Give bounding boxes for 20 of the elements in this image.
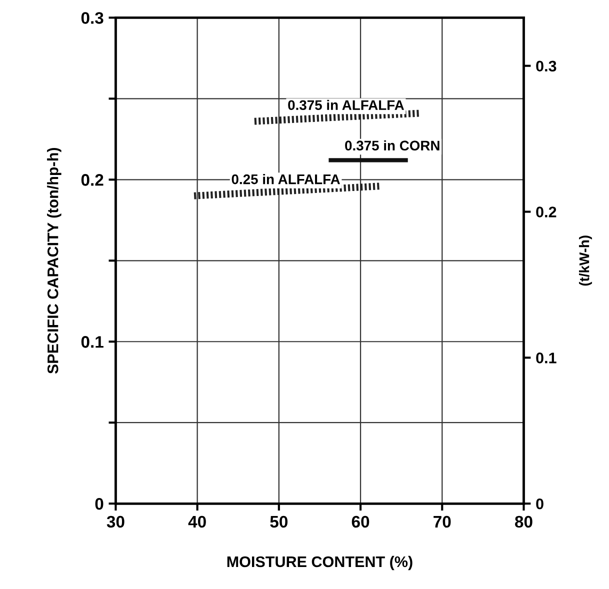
y-tick-label: 0.1 <box>81 336 104 348</box>
y-tick-label: 0.2 <box>81 174 104 186</box>
series-label: 0.25 in ALFALFA <box>232 174 340 184</box>
y2-tick-label: 0.2 <box>536 206 556 218</box>
y-axis-title: SPECIFIC CAPACITY (ton/hp-h) <box>47 148 62 374</box>
x-tick-label: 30 <box>106 516 124 528</box>
y2-tick-label: 0.1 <box>536 352 556 364</box>
series-label: 0.375 in CORN <box>345 140 440 151</box>
series-label: 0.375 in ALFALFA <box>288 100 404 110</box>
x-tick-label: 40 <box>188 516 206 528</box>
y2-axis-title: (t/kW-h) <box>579 236 592 286</box>
x-axis-title: MOISTURE CONTENT (%) <box>227 556 412 570</box>
y2-tick-label: 0.3 <box>536 60 556 72</box>
x-tick-label: 50 <box>270 516 288 528</box>
y2-tick-label: 0 <box>536 498 544 510</box>
x-tick-label: 70 <box>434 516 451 528</box>
x-tick-label: 80 <box>515 516 532 528</box>
x-tick-label: 60 <box>352 516 370 528</box>
y-tick-label: 0.3 <box>81 12 104 24</box>
y-tick-label: 0 <box>95 498 104 510</box>
